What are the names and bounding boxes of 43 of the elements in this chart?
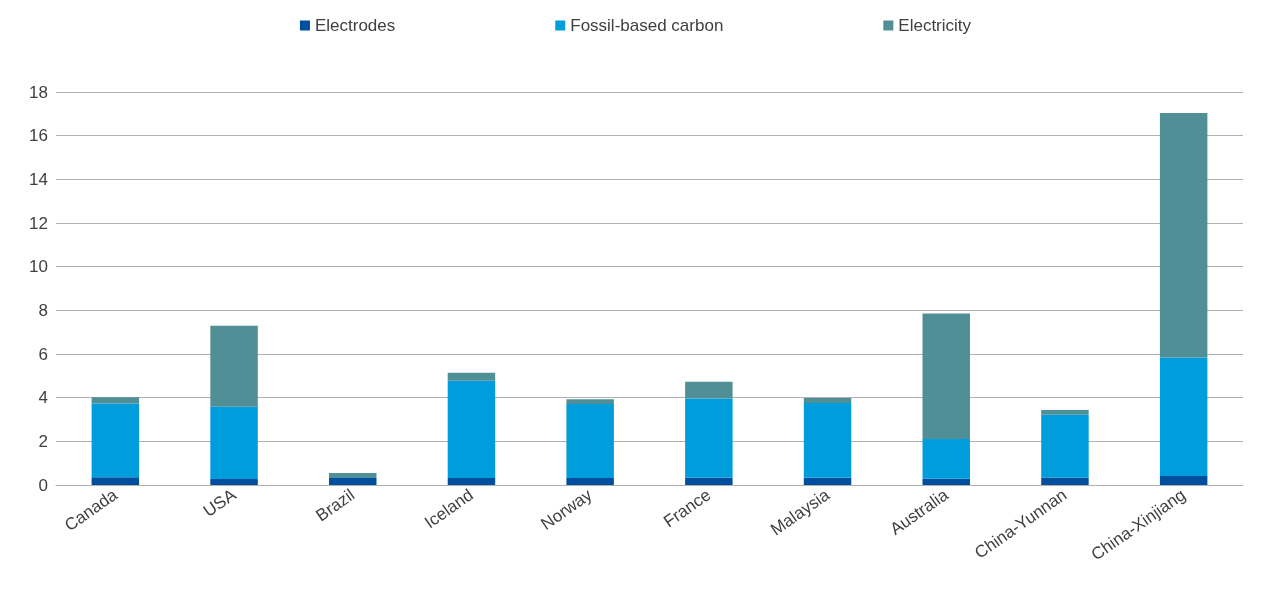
- bar: [922, 478, 970, 485]
- y-tick-label: 8: [38, 300, 48, 320]
- bar: [566, 478, 614, 485]
- bar: [1159, 476, 1208, 485]
- bar: [91, 403, 140, 478]
- bar: [685, 381, 733, 399]
- bar: [447, 478, 496, 485]
- bar: [447, 372, 496, 381]
- bar: [1159, 357, 1208, 477]
- bar: [803, 477, 852, 485]
- bar: [329, 478, 377, 485]
- bar: [685, 477, 733, 485]
- bar: [91, 477, 140, 485]
- y-tick-label: 16: [29, 126, 48, 146]
- y-tick-label: 12: [29, 213, 48, 233]
- bar: [1159, 112, 1208, 358]
- legend-label: Electrodes: [314, 16, 396, 35]
- legend-label: Electricity: [898, 16, 972, 35]
- bar: [922, 438, 970, 479]
- bar: [922, 313, 970, 439]
- x-tick-label: USA: [199, 484, 241, 521]
- y-tick-label: 14: [29, 169, 48, 189]
- bar: [210, 406, 258, 480]
- bar: [803, 402, 852, 478]
- bar: [566, 399, 614, 404]
- y-tick-label: 0: [38, 475, 48, 495]
- y-tick-label: 10: [29, 257, 48, 277]
- bar: [566, 404, 614, 479]
- y-tick-label: 6: [38, 344, 48, 364]
- legend-label: Fossil-based carbon: [570, 16, 724, 35]
- y-tick-label: 4: [38, 388, 48, 408]
- bar: [210, 479, 258, 485]
- bar: [447, 380, 496, 479]
- y-tick-label: 18: [29, 82, 48, 102]
- y-tick-label: 2: [38, 431, 48, 451]
- bar: [210, 325, 258, 407]
- bar: [1041, 414, 1089, 478]
- bar: [685, 398, 733, 478]
- bar: [1041, 409, 1089, 415]
- bar: [91, 397, 140, 404]
- bar: [329, 472, 377, 479]
- bar: [803, 397, 852, 403]
- bar: [1041, 477, 1089, 485]
